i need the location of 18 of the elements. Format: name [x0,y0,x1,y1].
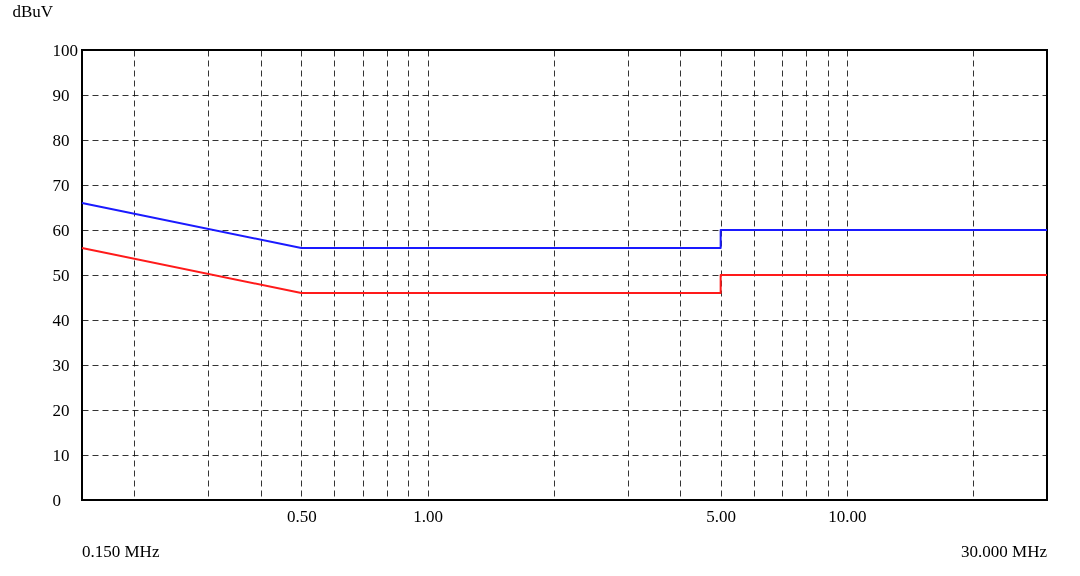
x-tick-label: 5.00 [706,506,737,526]
y-tick-label: 60 [52,220,70,240]
y-tick-label: 70 [52,175,70,195]
x-tick-label: 1.00 [413,506,443,526]
y-tick-label: 0 [52,490,61,510]
x-tick-label: 0.50 [286,506,317,526]
x-tick-label: 10.00 [828,506,867,526]
y-tick-label: 10 [52,445,70,465]
y-tick-label: 50 [52,265,70,285]
y-tick-label: 20 [52,400,70,420]
text: 0.150 MHz [82,542,160,561]
y-tick-label: 90 [52,85,70,105]
text: 30.000 MHz [961,542,1048,561]
y-axis-title: dBuV [12,1,54,21]
y-tick-label: 30 [52,355,70,375]
y-tick-label: 80 [52,130,70,150]
y-tick-label: 100 [52,40,78,60]
y-tick-label: 40 [52,310,70,330]
